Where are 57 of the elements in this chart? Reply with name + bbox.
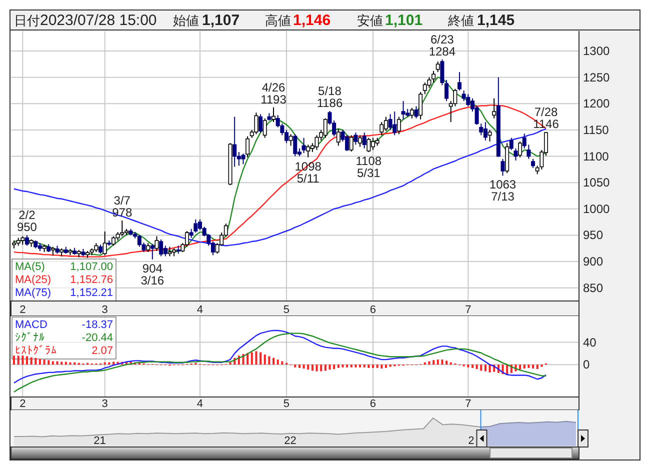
annotation: 4/26 1193 bbox=[260, 80, 287, 106]
x-tick-label: 5 bbox=[283, 304, 290, 316]
text: 高値 bbox=[265, 13, 291, 28]
x-tick-label: 7 bbox=[465, 398, 472, 410]
y-tick-label: 850 bbox=[583, 280, 604, 295]
text: MACD bbox=[15, 319, 48, 331]
series-label: ﾋｽﾄｸﾞﾗﾑ bbox=[15, 344, 57, 357]
y-tick-label: 40 bbox=[583, 335, 597, 350]
x-tick-label: 2 bbox=[20, 398, 26, 410]
annotation: 1,152.76 bbox=[70, 274, 113, 286]
text: 安値 bbox=[357, 13, 383, 28]
text: 終値 bbox=[447, 13, 474, 28]
annotation: -18.37 bbox=[82, 319, 113, 331]
x-tick-label: 3 bbox=[102, 398, 108, 410]
x-tick-label: 4 bbox=[196, 304, 204, 316]
text: 2023/07/28 15:00 bbox=[40, 12, 157, 29]
y-tick-label: 1250 bbox=[583, 70, 610, 84]
y-tick-label: 1100 bbox=[583, 149, 610, 164]
annotation: 1108 5/31 bbox=[356, 154, 382, 180]
y-tick-label: 1300 bbox=[583, 44, 610, 58]
annotation: 1063 7/13 bbox=[489, 178, 516, 204]
text: 始値 bbox=[173, 13, 199, 28]
x-tick-label: 3 bbox=[102, 304, 108, 316]
text: 1,107 bbox=[202, 12, 240, 29]
annotation: -20.44 bbox=[82, 332, 113, 344]
x-tick-label: 2 bbox=[468, 435, 474, 447]
text: 1,146 bbox=[293, 12, 331, 29]
annotation: 1,107.00 bbox=[70, 261, 113, 273]
annotation: 5/18 1186 bbox=[316, 84, 343, 110]
x-tick-label: 6 bbox=[370, 304, 376, 316]
y-tick-label: 1200 bbox=[583, 96, 610, 111]
x-tick-label: 22 bbox=[284, 435, 296, 447]
text: 1,101 bbox=[385, 12, 423, 29]
y-tick-label: 0 bbox=[583, 358, 590, 372]
y-tick-label: 900 bbox=[583, 254, 604, 269]
annotation: 1,152.21 bbox=[70, 287, 113, 299]
y-tick-label: 950 bbox=[583, 228, 604, 242]
text: MA(75) bbox=[15, 287, 52, 299]
x-tick-label: 7 bbox=[465, 304, 472, 316]
annotation: 2/2 950 bbox=[16, 208, 38, 234]
y-tick-label: 1000 bbox=[583, 202, 610, 216]
y-tick-label: 1150 bbox=[583, 122, 610, 137]
annotation: 6/23 1284 bbox=[428, 32, 456, 58]
y-tick-label: 1050 bbox=[583, 176, 610, 190]
x-tick-label: 21 bbox=[94, 435, 106, 447]
text: ｼｸﾞﾅﾙ bbox=[15, 331, 45, 344]
annotation: 3/7 978 bbox=[112, 193, 132, 220]
series-label: MA(5) bbox=[15, 261, 45, 273]
text: 1,145 bbox=[477, 12, 515, 29]
x-tick-label: 2 bbox=[20, 304, 26, 316]
annotation: 904 3/16 bbox=[140, 261, 164, 288]
x-tick-label: 6 bbox=[370, 398, 376, 410]
text: 日付 bbox=[14, 13, 40, 28]
x-tick-label: 4 bbox=[196, 398, 204, 410]
x-tick-label: 5 bbox=[283, 398, 290, 410]
annotation: 2.07 bbox=[92, 345, 113, 357]
series-label: MA(25) bbox=[15, 274, 52, 286]
